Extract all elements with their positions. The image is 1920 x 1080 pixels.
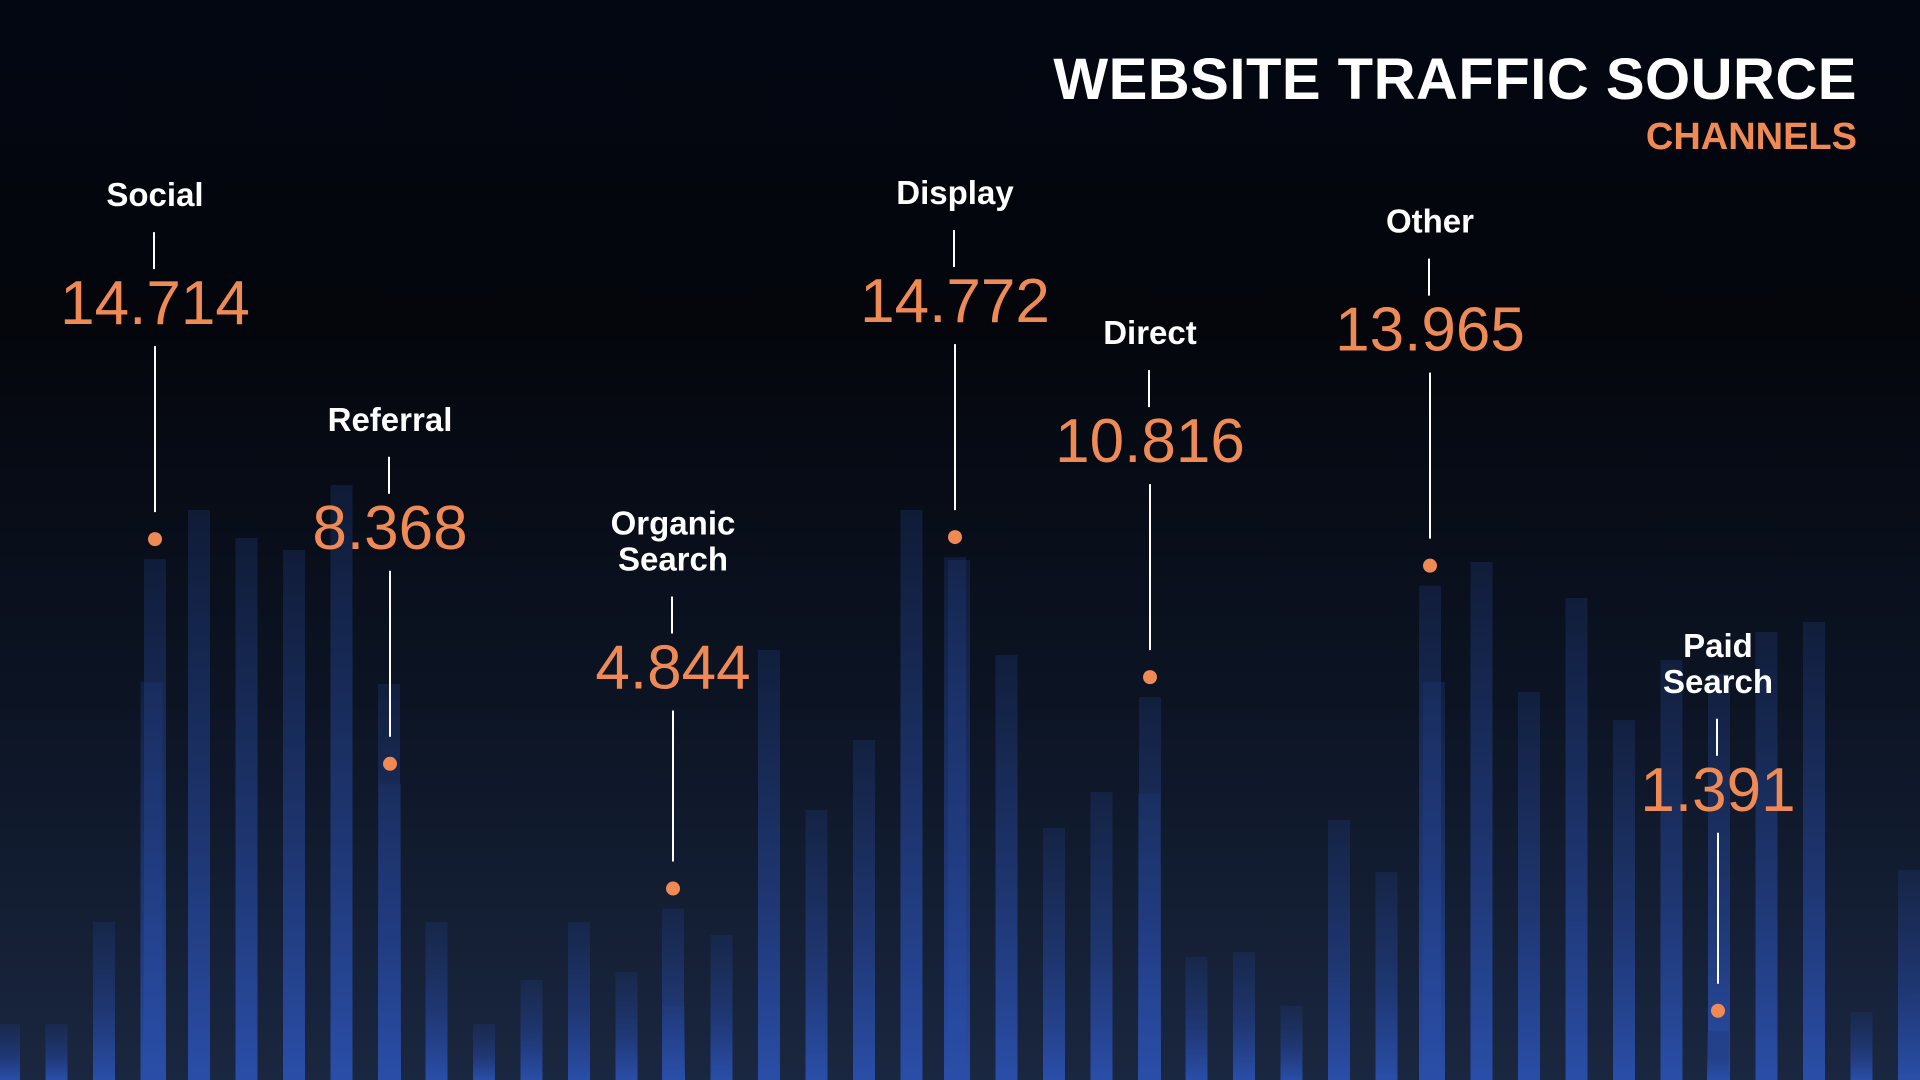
value-label: 1.391 xyxy=(1640,756,1795,825)
background-bar xyxy=(188,510,210,1080)
value-label: 14.772 xyxy=(860,267,1050,336)
data-point xyxy=(948,530,962,545)
data-point xyxy=(1711,1003,1725,1018)
background-bar xyxy=(1470,562,1493,1080)
data-bar xyxy=(1139,697,1161,1080)
data-point xyxy=(383,756,397,771)
background-bar xyxy=(425,922,448,1080)
data-point xyxy=(1143,670,1157,685)
background-bar xyxy=(1850,1012,1873,1080)
background-bar xyxy=(1328,820,1350,1080)
background-bar xyxy=(1185,957,1208,1080)
category-label: Search xyxy=(618,541,728,578)
category-label: Direct xyxy=(1103,314,1197,351)
background-bar xyxy=(235,538,258,1080)
background-bar xyxy=(995,655,1018,1080)
callouts: 14.714Social8.368Referral4.844OrganicSea… xyxy=(60,174,1796,1080)
background-bar xyxy=(283,550,305,1080)
value-label: 13.965 xyxy=(1335,296,1525,365)
background-bar xyxy=(1375,872,1398,1080)
background-bar xyxy=(330,485,353,1080)
background-bar xyxy=(1233,952,1255,1080)
background-bar xyxy=(1660,660,1683,1080)
category-label: Referral xyxy=(328,401,453,438)
background-bar xyxy=(615,972,638,1080)
title-block: WEBSITE TRAFFIC SOURCE CHANNELS xyxy=(1053,46,1857,160)
background-bar xyxy=(853,740,875,1080)
background-bar xyxy=(1518,692,1540,1080)
background-bar xyxy=(758,650,780,1080)
background-bar xyxy=(1803,622,1825,1080)
background-bar xyxy=(900,510,923,1080)
background-bar xyxy=(0,1024,20,1080)
chart-subtitle: CHANNELS xyxy=(1645,116,1857,158)
value-label: 8.368 xyxy=(312,494,467,563)
background-bar xyxy=(1090,792,1113,1080)
background-bar xyxy=(1755,632,1778,1080)
background-bar xyxy=(520,980,543,1080)
category-label: Search xyxy=(1663,663,1773,700)
data-point xyxy=(666,881,680,896)
background-bar xyxy=(45,1024,68,1080)
background-bar xyxy=(1613,720,1635,1080)
data-bar xyxy=(144,559,166,1080)
background-bar xyxy=(1565,598,1588,1080)
data-bar xyxy=(944,557,966,1080)
background-bar xyxy=(568,922,590,1080)
background-bar xyxy=(473,1024,495,1080)
chart-title: WEBSITE TRAFFIC SOURCE xyxy=(1053,47,1857,112)
background-bar xyxy=(710,935,733,1080)
data-point xyxy=(1423,558,1437,573)
data-bar xyxy=(1707,1030,1729,1080)
data-bar xyxy=(1419,585,1441,1080)
category-label: Organic xyxy=(611,505,736,542)
data-bar xyxy=(662,908,684,1080)
background-bar xyxy=(93,922,115,1080)
category-label: Other xyxy=(1386,203,1474,240)
category-label: Social xyxy=(106,176,203,213)
background-bar xyxy=(1043,828,1065,1080)
category-label: Display xyxy=(896,174,1014,211)
value-label: 10.816 xyxy=(1055,407,1245,476)
data-point xyxy=(148,532,162,547)
background-bar xyxy=(805,810,828,1080)
category-label: Paid xyxy=(1683,627,1753,664)
value-label: 4.844 xyxy=(595,634,750,703)
value-label: 14.714 xyxy=(60,269,250,338)
background-bar xyxy=(1898,870,1920,1080)
data-bar xyxy=(379,783,401,1080)
background-bar xyxy=(1280,1006,1303,1080)
